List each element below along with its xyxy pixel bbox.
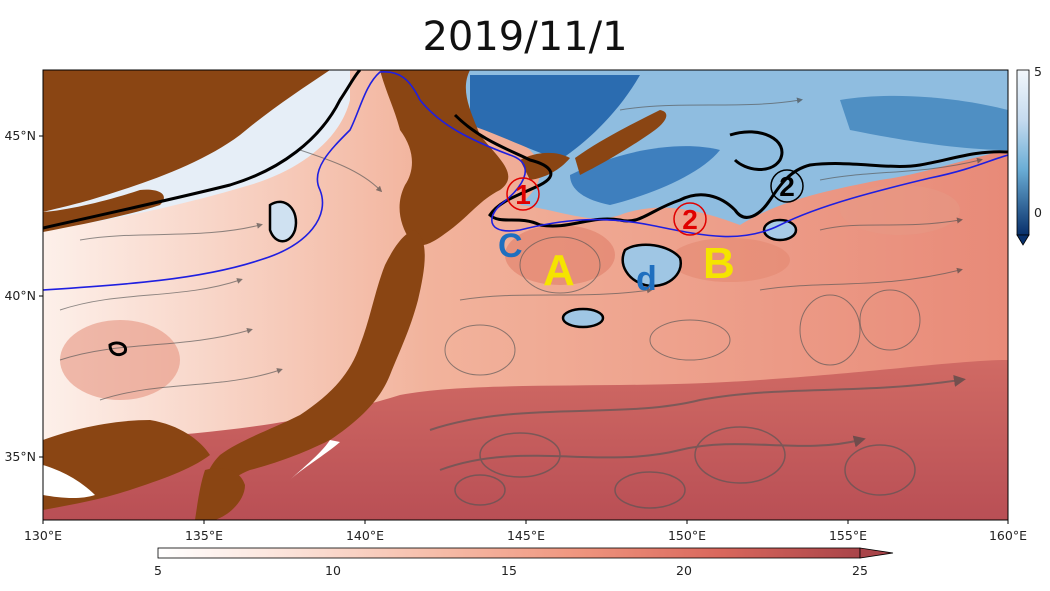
coastal-white [43, 465, 95, 499]
map-title: 2019/11/1 [422, 14, 628, 60]
x-tick-label: 140°E [346, 528, 384, 543]
marker-1-circle [506, 177, 540, 211]
land-mass [43, 70, 667, 520]
label-eddy-A: A [543, 246, 575, 295]
land-kyushu [195, 468, 245, 520]
colorbar-side-tick: 5 [1034, 64, 1042, 79]
marker-2-red-circle [673, 202, 707, 236]
cold-pocket [561, 307, 605, 329]
x-tick-label: 135°E [185, 528, 223, 543]
colorbar-main-tick: 20 [676, 563, 692, 578]
x-tick-label: 155°E [829, 528, 867, 543]
colorbar-side: 5 0 [1016, 64, 1042, 246]
warm-field-west [60, 320, 180, 400]
colorbar-main-tick: 25 [852, 563, 868, 578]
land-hokkaido [380, 70, 509, 246]
x-tick-label: 150°E [668, 528, 706, 543]
y-axis: 45°N 40°N 35°N [4, 128, 43, 464]
label-eddy-d: d [636, 260, 657, 298]
y-tick-label: 35°N [4, 449, 36, 464]
x-tick-label: 130°E [24, 528, 62, 543]
coastal-white [290, 440, 340, 480]
marker-2-red-label: 2 [682, 204, 698, 235]
front-line-blue [43, 71, 1008, 291]
marker-2-black-label: 2 [779, 171, 795, 202]
label-eddy-B: B [703, 239, 735, 288]
cold-pocket [268, 200, 298, 243]
cold-core-east [840, 95, 1008, 150]
cold-core-west [470, 75, 640, 160]
warm-south-field [43, 360, 1008, 520]
cold-core-mid [570, 146, 720, 205]
land-kuril-islands [575, 110, 667, 175]
streamlines [59, 97, 983, 509]
x-axis: 130°E 135°E 140°E 145°E 150°E 155°E 160°… [24, 520, 1027, 543]
warm-field-east [840, 185, 960, 235]
marker-2-black-circle [770, 169, 804, 203]
marker-1-label: 1 [515, 179, 531, 210]
x-tick-label: 160°E [989, 528, 1027, 543]
annotations: A B C d 1 2 2 [498, 169, 804, 298]
colorbar-side-tick: 0 [1034, 205, 1042, 220]
cold-pocket [762, 218, 798, 242]
land-eurasia [43, 70, 330, 212]
colorbar-main-tick: 10 [325, 563, 341, 578]
warm-eddy-A-field [505, 225, 615, 285]
colorbar-main-tick: 15 [501, 563, 517, 578]
colorbar-main: 5 10 15 20 25 [154, 547, 894, 578]
cold-eddy-d-field [621, 243, 682, 288]
warm-eddy-B-field [670, 238, 790, 282]
label-eddy-C: C [498, 227, 523, 265]
x-tick-label: 145°E [507, 528, 545, 543]
colorbar-main-tick: 5 [154, 563, 162, 578]
y-tick-label: 45°N [4, 128, 36, 143]
map-panel [43, 70, 1008, 520]
y-tick-label: 40°N [4, 288, 36, 303]
